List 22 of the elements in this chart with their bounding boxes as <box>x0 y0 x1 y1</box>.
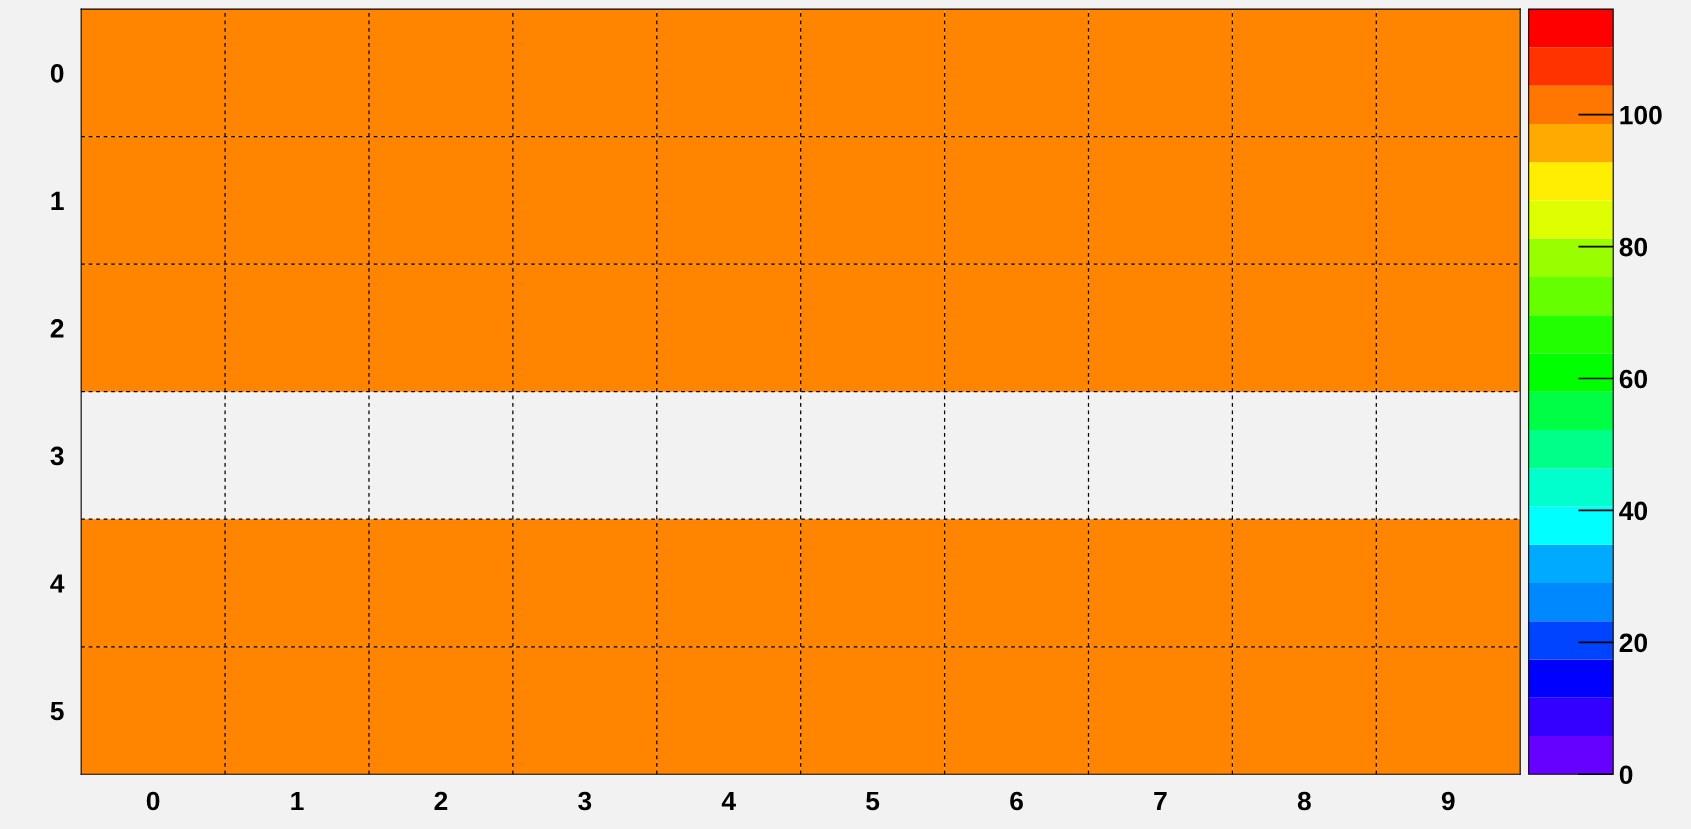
y-tick-label: 0 <box>50 64 64 83</box>
y-tick-label: 1 <box>51 191 64 210</box>
color-bar-label: 0 <box>1619 765 1633 785</box>
x-tick-label: 9 <box>1441 791 1455 811</box>
y-tick-label: 3 <box>50 446 64 466</box>
x-tick-label: 6 <box>1010 791 1023 811</box>
y-tick-label: 4 <box>50 574 65 593</box>
color-bar-label: 80 <box>1619 237 1648 257</box>
x-tick-label: 2 <box>434 791 448 811</box>
color-bar-label: 100 <box>1620 105 1662 125</box>
y-tick-label: 2 <box>50 319 64 338</box>
color-bar-label: 20 <box>1619 633 1648 653</box>
y-tick-label: 5 <box>50 701 64 721</box>
color-bar-label: 40 <box>1619 501 1648 521</box>
x-tick-label: 3 <box>578 791 592 811</box>
x-tick-label: 0 <box>146 791 160 811</box>
x-tick-label: 5 <box>866 791 880 811</box>
x-tick-label: 7 <box>1154 791 1167 811</box>
color-bar-label: 60 <box>1619 369 1648 389</box>
x-tick-label: 4 <box>721 791 736 811</box>
x-tick-label: 1 <box>291 791 304 811</box>
x-tick-label: 8 <box>1297 791 1311 811</box>
